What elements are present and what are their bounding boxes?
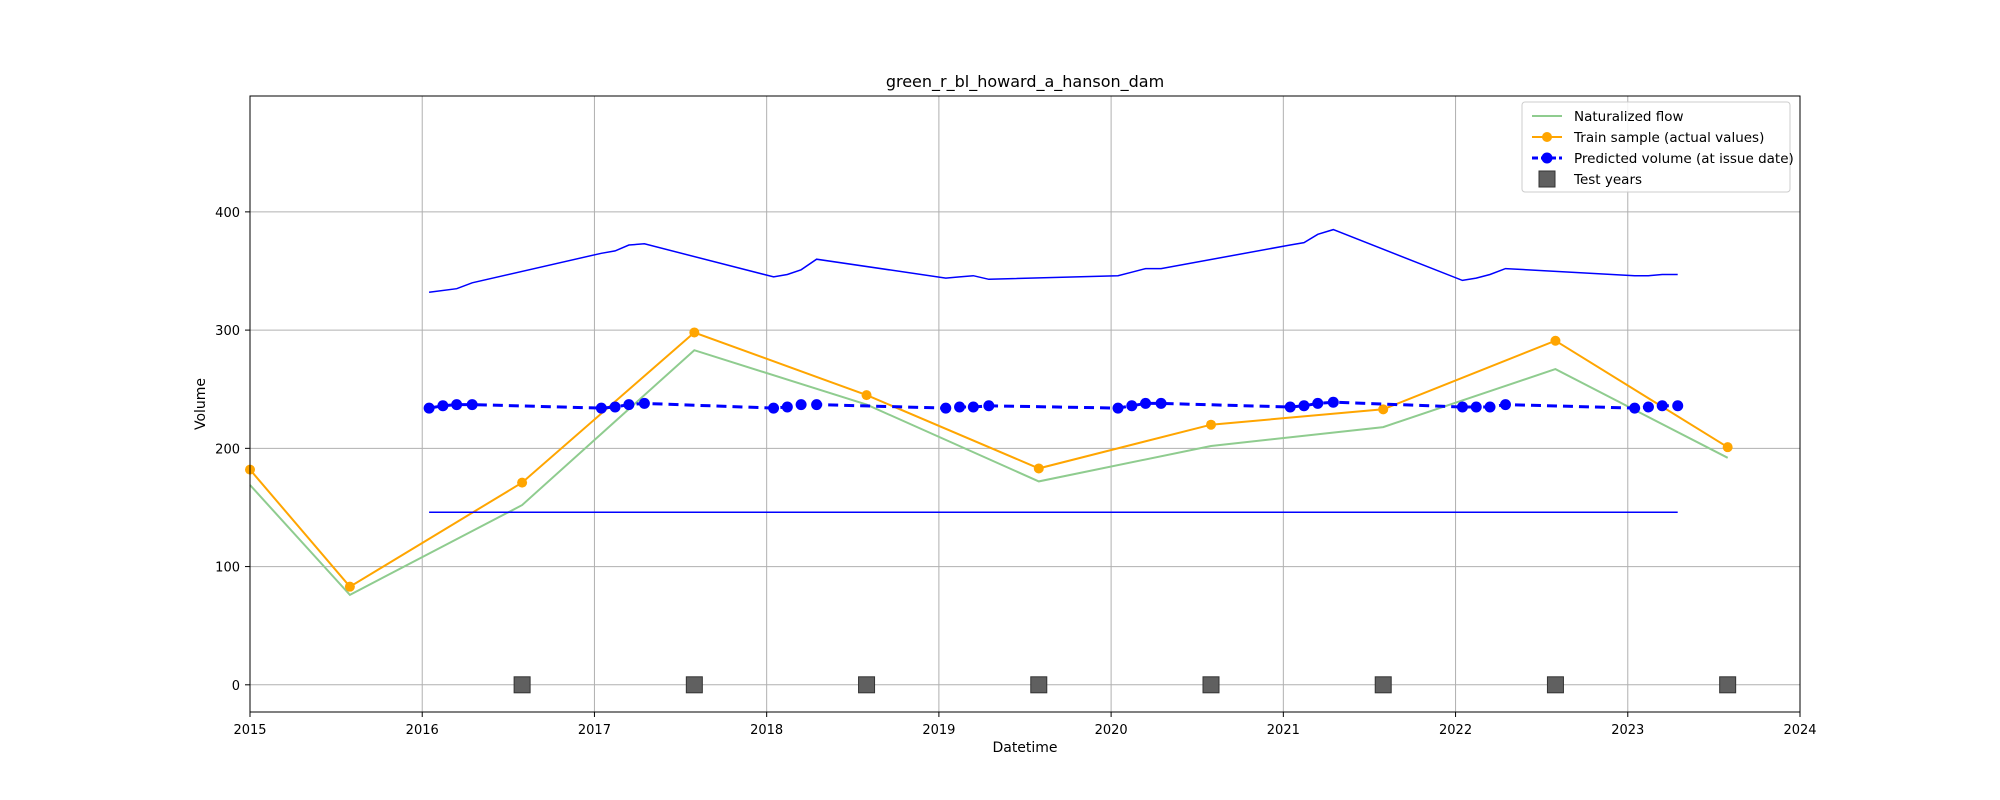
predicted-volume-point (623, 399, 635, 411)
predicted-volume-point (768, 402, 780, 414)
predicted-volume-point (1327, 396, 1339, 408)
x-tick-label: 2022 (1439, 723, 1472, 738)
train-sample-point (1033, 463, 1044, 474)
predicted-volume-point (967, 401, 979, 413)
x-tick-label: 2019 (922, 723, 955, 738)
chart-title: green_r_bl_howard_a_hanson_dam (886, 72, 1164, 92)
y-tick-label: 300 (215, 324, 240, 339)
predicted-volume-point (1140, 397, 1152, 409)
x-tick-label: 2024 (1783, 723, 1816, 738)
predicted-volume-point (1112, 402, 1124, 414)
predicted-volume-point (795, 399, 807, 411)
predicted-volume-point (983, 400, 995, 412)
y-axis-title: Volume (193, 378, 209, 430)
predicted-volume-point (609, 401, 621, 413)
legend: Naturalized flow Train sample (actual val… (1521, 101, 1794, 193)
train-sample-point (1550, 335, 1561, 346)
test-year-marker (1546, 676, 1564, 694)
predicted-volume-point (1470, 401, 1482, 413)
predicted-volume-point (940, 402, 952, 414)
x-tick-label: 2016 (406, 723, 439, 738)
grid (250, 96, 1800, 712)
predicted-volume-point (1456, 401, 1468, 413)
predicted-volume-point (811, 399, 823, 411)
predicted-volume-point (1298, 400, 1310, 412)
train-sample-point (344, 581, 355, 592)
legend-label: Naturalized flow (1574, 109, 1684, 125)
legend-label: Test years (1573, 172, 1642, 188)
test-year-marker (858, 676, 876, 694)
y-tick-label: 200 (215, 442, 240, 457)
x-tick-label: 2021 (1267, 723, 1300, 738)
plot-series (245, 228, 1737, 694)
train-sample-point (1378, 404, 1389, 415)
predicted-volume-point (1500, 399, 1511, 411)
predicted-volume-point (1312, 397, 1324, 409)
test-year-marker (685, 676, 703, 694)
x-tick-label: 2015 (233, 723, 266, 738)
test-year-marker (1030, 676, 1048, 694)
x-tick-label: 2018 (750, 723, 783, 738)
predicted-volume-point (595, 402, 607, 414)
predicted-volume-point (466, 399, 478, 411)
predicted-volume-point (437, 400, 449, 412)
predicted-volume-point (1672, 400, 1684, 412)
train-sample-point (1722, 442, 1733, 453)
train-sample-line (249, 331, 1729, 588)
predicted-volume-point (1629, 402, 1641, 414)
naturalized-flow-line (249, 349, 1729, 597)
y-tick-label: 100 (215, 561, 240, 576)
predicted-volume-point (1484, 401, 1496, 413)
test-year-marker (1374, 676, 1392, 694)
x-axis-title: Datetime (992, 740, 1057, 756)
train-sample-point (861, 390, 872, 401)
x-tick-label: 2020 (1095, 723, 1128, 738)
predicted-volume-point (1284, 401, 1296, 413)
plot-frame (249, 95, 1801, 713)
legend-marker-train (1542, 132, 1552, 142)
prediction-bound-line-3 (429, 228, 1678, 294)
x-tick-label: 2017 (578, 723, 611, 738)
predicted-volume-point (451, 399, 463, 411)
predicted-volume-point (954, 401, 966, 413)
train-sample-point (517, 477, 528, 488)
legend-marker-predicted (1541, 152, 1553, 164)
test-year-marker (1719, 676, 1737, 694)
train-sample-point (689, 327, 700, 338)
test-year-marker (513, 676, 531, 694)
legend-box (1521, 101, 1791, 193)
predicted-volume-point (1642, 401, 1654, 413)
predicted-volume-point (638, 397, 650, 409)
predicted-volume-point (781, 401, 793, 413)
test-year-marker (1202, 676, 1220, 694)
predicted-volume-point (1126, 400, 1138, 412)
predicted-volume-point (1155, 397, 1167, 409)
legend-label: Predicted volume (at issue date) (1574, 151, 1794, 167)
legend-label: Train sample (actual values) (1573, 130, 1764, 146)
x-tick-label: 2023 (1611, 723, 1644, 738)
predicted-volume-point (423, 402, 435, 414)
ticks: 2015 2016 2017 2018 2019 2020 2021 2022 2023 2024… (215, 206, 1816, 738)
legend-marker-test (1538, 170, 1556, 188)
train-sample-point (1206, 419, 1216, 430)
y-tick-label: 400 (215, 206, 240, 221)
y-tick-label: 0 (232, 679, 240, 694)
predicted-volume-point (1656, 400, 1668, 412)
